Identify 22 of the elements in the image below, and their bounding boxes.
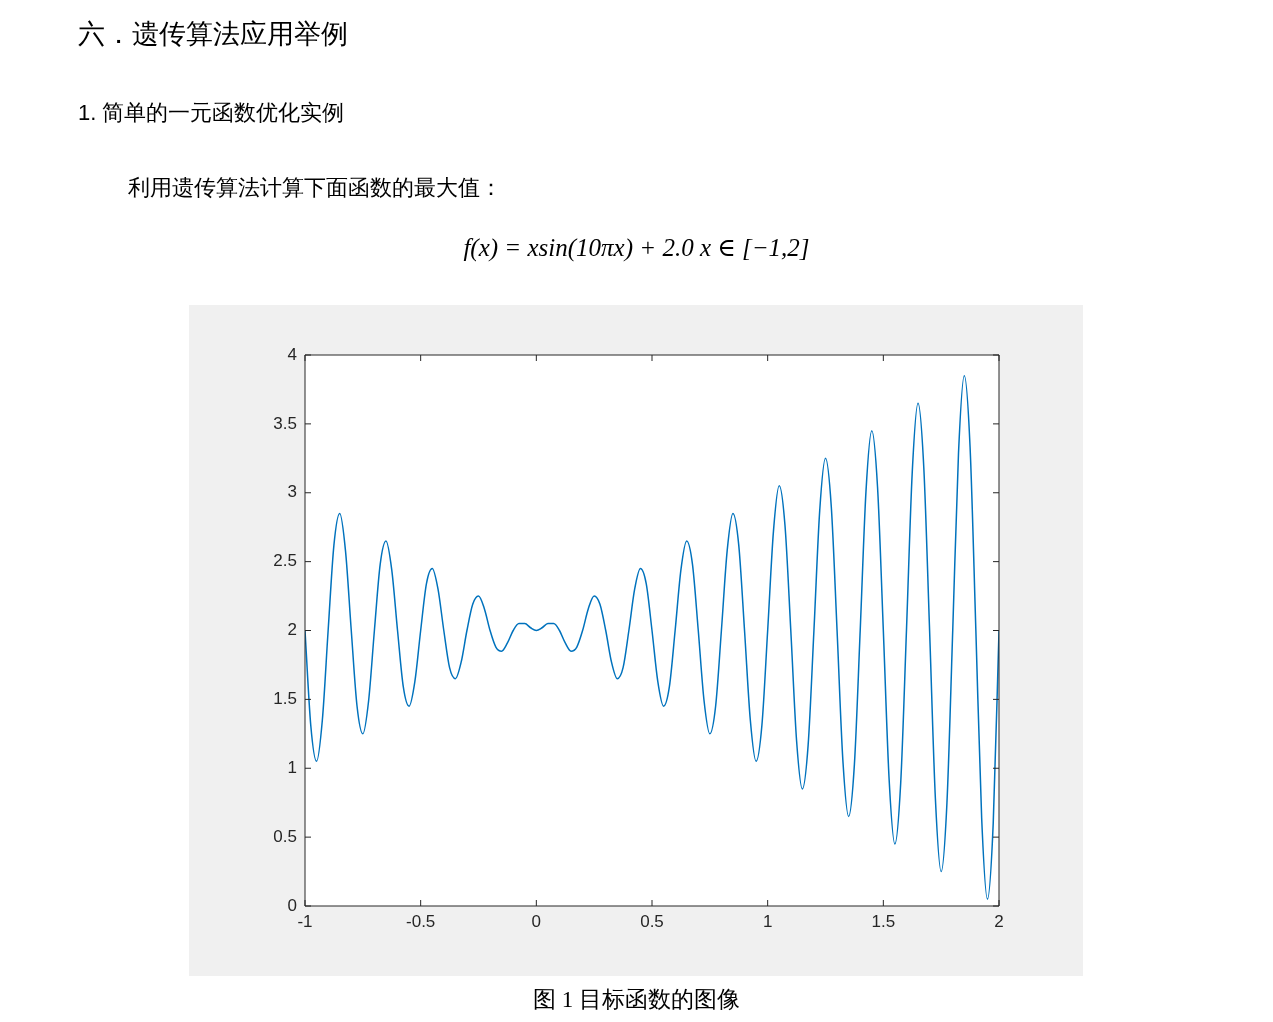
x-tick-label: 1.5 [871, 911, 896, 931]
y-tick-label: 2.5 [273, 551, 297, 571]
x-tick-label: 2 [994, 911, 1004, 931]
y-tick-label: 4 [287, 344, 297, 364]
y-tick-label: 1 [287, 757, 297, 777]
x-tick-label: 1 [762, 911, 773, 931]
y-tick-label: 2 [287, 620, 297, 640]
x-tick-label: 0.5 [640, 911, 664, 931]
caption: 图 1 目标函数的图像 [532, 986, 741, 1014]
x-tick-label: -0.5 [406, 911, 436, 931]
chart-subtitle: 1. 简单的一元函数优化实例 [78, 99, 345, 127]
y-tick-label: 0 [287, 895, 297, 915]
x-tick-label: 0 [531, 911, 542, 931]
x-tick-label: -1 [297, 911, 313, 931]
text: f(x) = xsin(10πx) + 2.0 x ∈ [−1,2] [462, 233, 811, 262]
y-tick-label: 3.5 [273, 413, 297, 433]
y-tick-label: 1.5 [273, 689, 297, 709]
line-series [305, 374, 999, 900]
y-tick-label: 3 [287, 482, 297, 502]
chart-title: 六．遗传算法应用举例 [78, 18, 348, 51]
text: 利用遗传算法计算下面函数的最大值： [128, 174, 502, 202]
y-tick-label: 0.5 [273, 826, 297, 846]
